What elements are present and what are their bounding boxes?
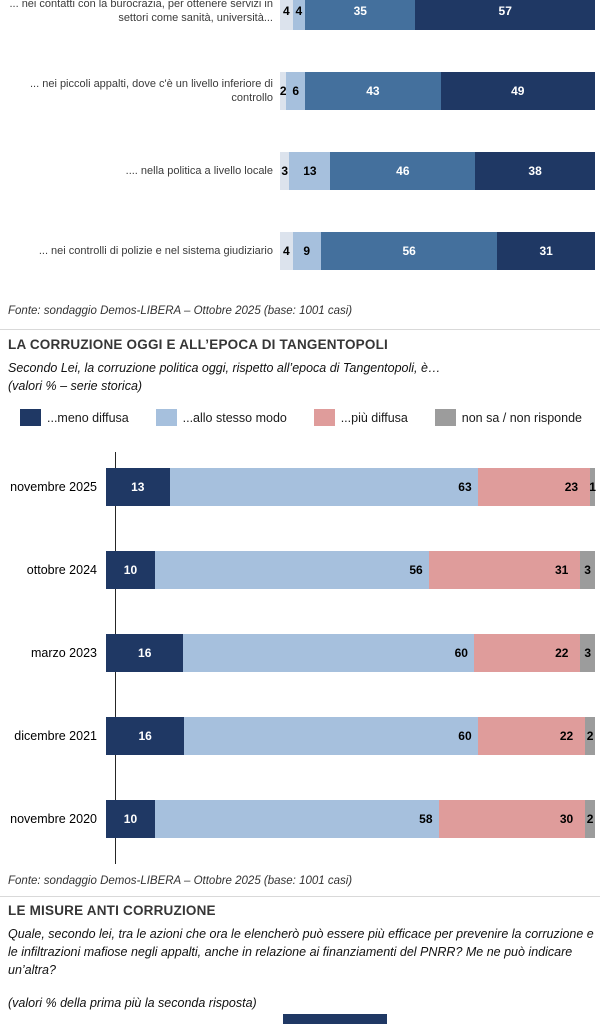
bar-segment: 3: [580, 550, 595, 589]
legend-label: non sa / non risponde: [461, 410, 582, 425]
bar-segment: 13: [289, 152, 331, 190]
bar-segment: 56: [154, 550, 429, 589]
bar-segment: 23: [477, 467, 591, 506]
chart-rows: novembre 2025 13 63 23 1 ottobre 2024 10 56 31 3 m…: [0, 445, 600, 860]
survey-question-tangentopoli: Secondo Lei, la corruzione politica oggi…: [8, 361, 441, 375]
values-note-tangentopoli: (valori % – serie storica): [8, 379, 143, 393]
stacked-bar: 3 13 46 38: [280, 152, 595, 190]
bar-segment: 63: [169, 467, 478, 506]
bar-segment: 60: [183, 633, 474, 672]
source-note-2: Fonte: sondaggio Demos-LIBERA – Ottobre …: [8, 875, 353, 887]
legend-item: ...meno diffusa: [20, 409, 129, 426]
bar-segment: 4: [280, 0, 293, 30]
bar-segment: 49: [440, 72, 595, 110]
legend-swatch: [313, 409, 335, 426]
chart-tangentopoli-series: novembre 2025 13 63 23 1 ottobre 2024 10 56 31 3 m…: [0, 445, 600, 860]
bar-segment: 30: [438, 799, 586, 838]
bar-segment: 10: [106, 799, 155, 838]
chart-corruption-areas: ... nei contatti con la burocrazia, per …: [0, 0, 600, 312]
legend-swatch: [434, 409, 456, 426]
category-label: novembre 2025: [10, 479, 97, 494]
legend-label: ...meno diffusa: [47, 410, 129, 425]
legend-item: ...più diffusa: [313, 409, 408, 426]
bar-segment: 16: [106, 716, 185, 755]
category-label: ... nei controlli di polizie e nel siste…: [38, 244, 273, 257]
bar-segment: 38: [475, 152, 595, 190]
bar-segment: 46: [330, 152, 476, 190]
chart-row: novembre 2020 10 58 30 2: [0, 777, 600, 860]
category-label: .... nella politica a livello locale: [125, 164, 273, 177]
stacked-bar: 4 4 35 57: [280, 0, 595, 30]
bar-segment: 4: [280, 232, 293, 270]
chart-rows: ... nei contatti con la burocrazia, per …: [0, 0, 600, 270]
bar-segment: 6: [286, 72, 306, 110]
legend: ...meno diffusa ...allo stesso modo ...più…: [20, 409, 582, 426]
chart-row: ottobre 2024 10 56 31 3: [0, 528, 600, 611]
chart-row: marzo 2023 16 60 22 3: [0, 611, 600, 694]
stacked-bar: 4 9 56 31: [280, 232, 595, 270]
bar-segment: 2: [585, 716, 595, 755]
bar-segment: 56: [320, 232, 498, 270]
bar-segment: 1: [589, 467, 596, 506]
separator-line: [0, 329, 600, 330]
bar-segment: 13: [106, 467, 170, 506]
separator-line: [0, 896, 600, 897]
category-label: ... nei piccoli appalti, dove c'è un liv…: [29, 77, 273, 104]
chart-row: dicembre 2021 16 60 22 2: [0, 694, 600, 777]
bar-segment: 3: [580, 633, 595, 672]
chart-row: ... nei piccoli appalti, dove c'è un liv…: [0, 72, 600, 110]
bar-segment: 22: [473, 633, 581, 672]
bar-segment: 57: [415, 0, 595, 30]
bar-segment: 4: [292, 0, 306, 30]
legend-label: ...allo stesso modo: [182, 410, 287, 425]
bar-segment: 2: [280, 72, 287, 110]
category-label: dicembre 2021: [14, 728, 97, 743]
stacked-bar: 16 60 22 2: [106, 716, 595, 755]
legend-item: ...allo stesso modo: [155, 409, 287, 426]
bar-segment: 31: [428, 550, 581, 589]
stacked-bar: 10 56 31 3: [106, 550, 595, 589]
bar-segment: 58: [154, 799, 439, 838]
bar-segment: 10: [106, 550, 155, 589]
stacked-bar: 16 60 22 3: [106, 633, 595, 672]
bar-segment: 9: [292, 232, 321, 270]
category-label: ottobre 2024: [26, 562, 97, 577]
bar-segment: 35: [305, 0, 416, 30]
bar-segment: 31: [497, 232, 595, 270]
stacked-bar: 2 6 43 49: [280, 72, 595, 110]
section-title-misure: LE MISURE ANTI CORRUZIONE: [8, 903, 216, 918]
legend-swatch: [20, 409, 41, 426]
category-label: ... nei contatti con la burocrazia, per …: [9, 0, 273, 24]
bar-segment: 3: [280, 152, 290, 190]
bar-segment: 2: [585, 799, 595, 838]
section-title-tangentopoli: LA CORRUZIONE OGGI E ALL’EPOCA DI TANGEN…: [8, 337, 388, 352]
bar-segment: 60: [184, 716, 478, 755]
stacked-bar: 13 63 23 1: [106, 467, 596, 506]
chart-row: ... nei contatti con la burocrazia, per …: [0, 0, 600, 30]
category-label: marzo 2023: [30, 645, 97, 660]
survey-question-misure: Quale, secondo lei, tra le azioni che or…: [8, 927, 594, 978]
legend-label: ...più diffusa: [340, 410, 408, 425]
bar-segment: 22: [477, 716, 586, 755]
chart-row: ... nei controlli di polizie e nel siste…: [0, 232, 600, 270]
bar-segment: 43: [305, 72, 441, 110]
chart-row: novembre 2025 13 63 23 1: [0, 445, 600, 528]
category-label: novembre 2020: [10, 811, 97, 826]
bar-segment: 16: [106, 633, 184, 672]
chart-row: .... nella politica a livello locale 3 13 4…: [0, 152, 600, 190]
source-note-1: Fonte: sondaggio Demos-LIBERA – Ottobre …: [8, 305, 353, 317]
values-note-misure: (valori % della prima più la seconda ris…: [8, 996, 257, 1010]
legend-item: non sa / non risponde: [434, 409, 582, 426]
stacked-bar: 10 58 30 2: [106, 799, 595, 838]
partial-legend-swatch: [283, 1014, 387, 1024]
legend-swatch: [155, 409, 177, 426]
